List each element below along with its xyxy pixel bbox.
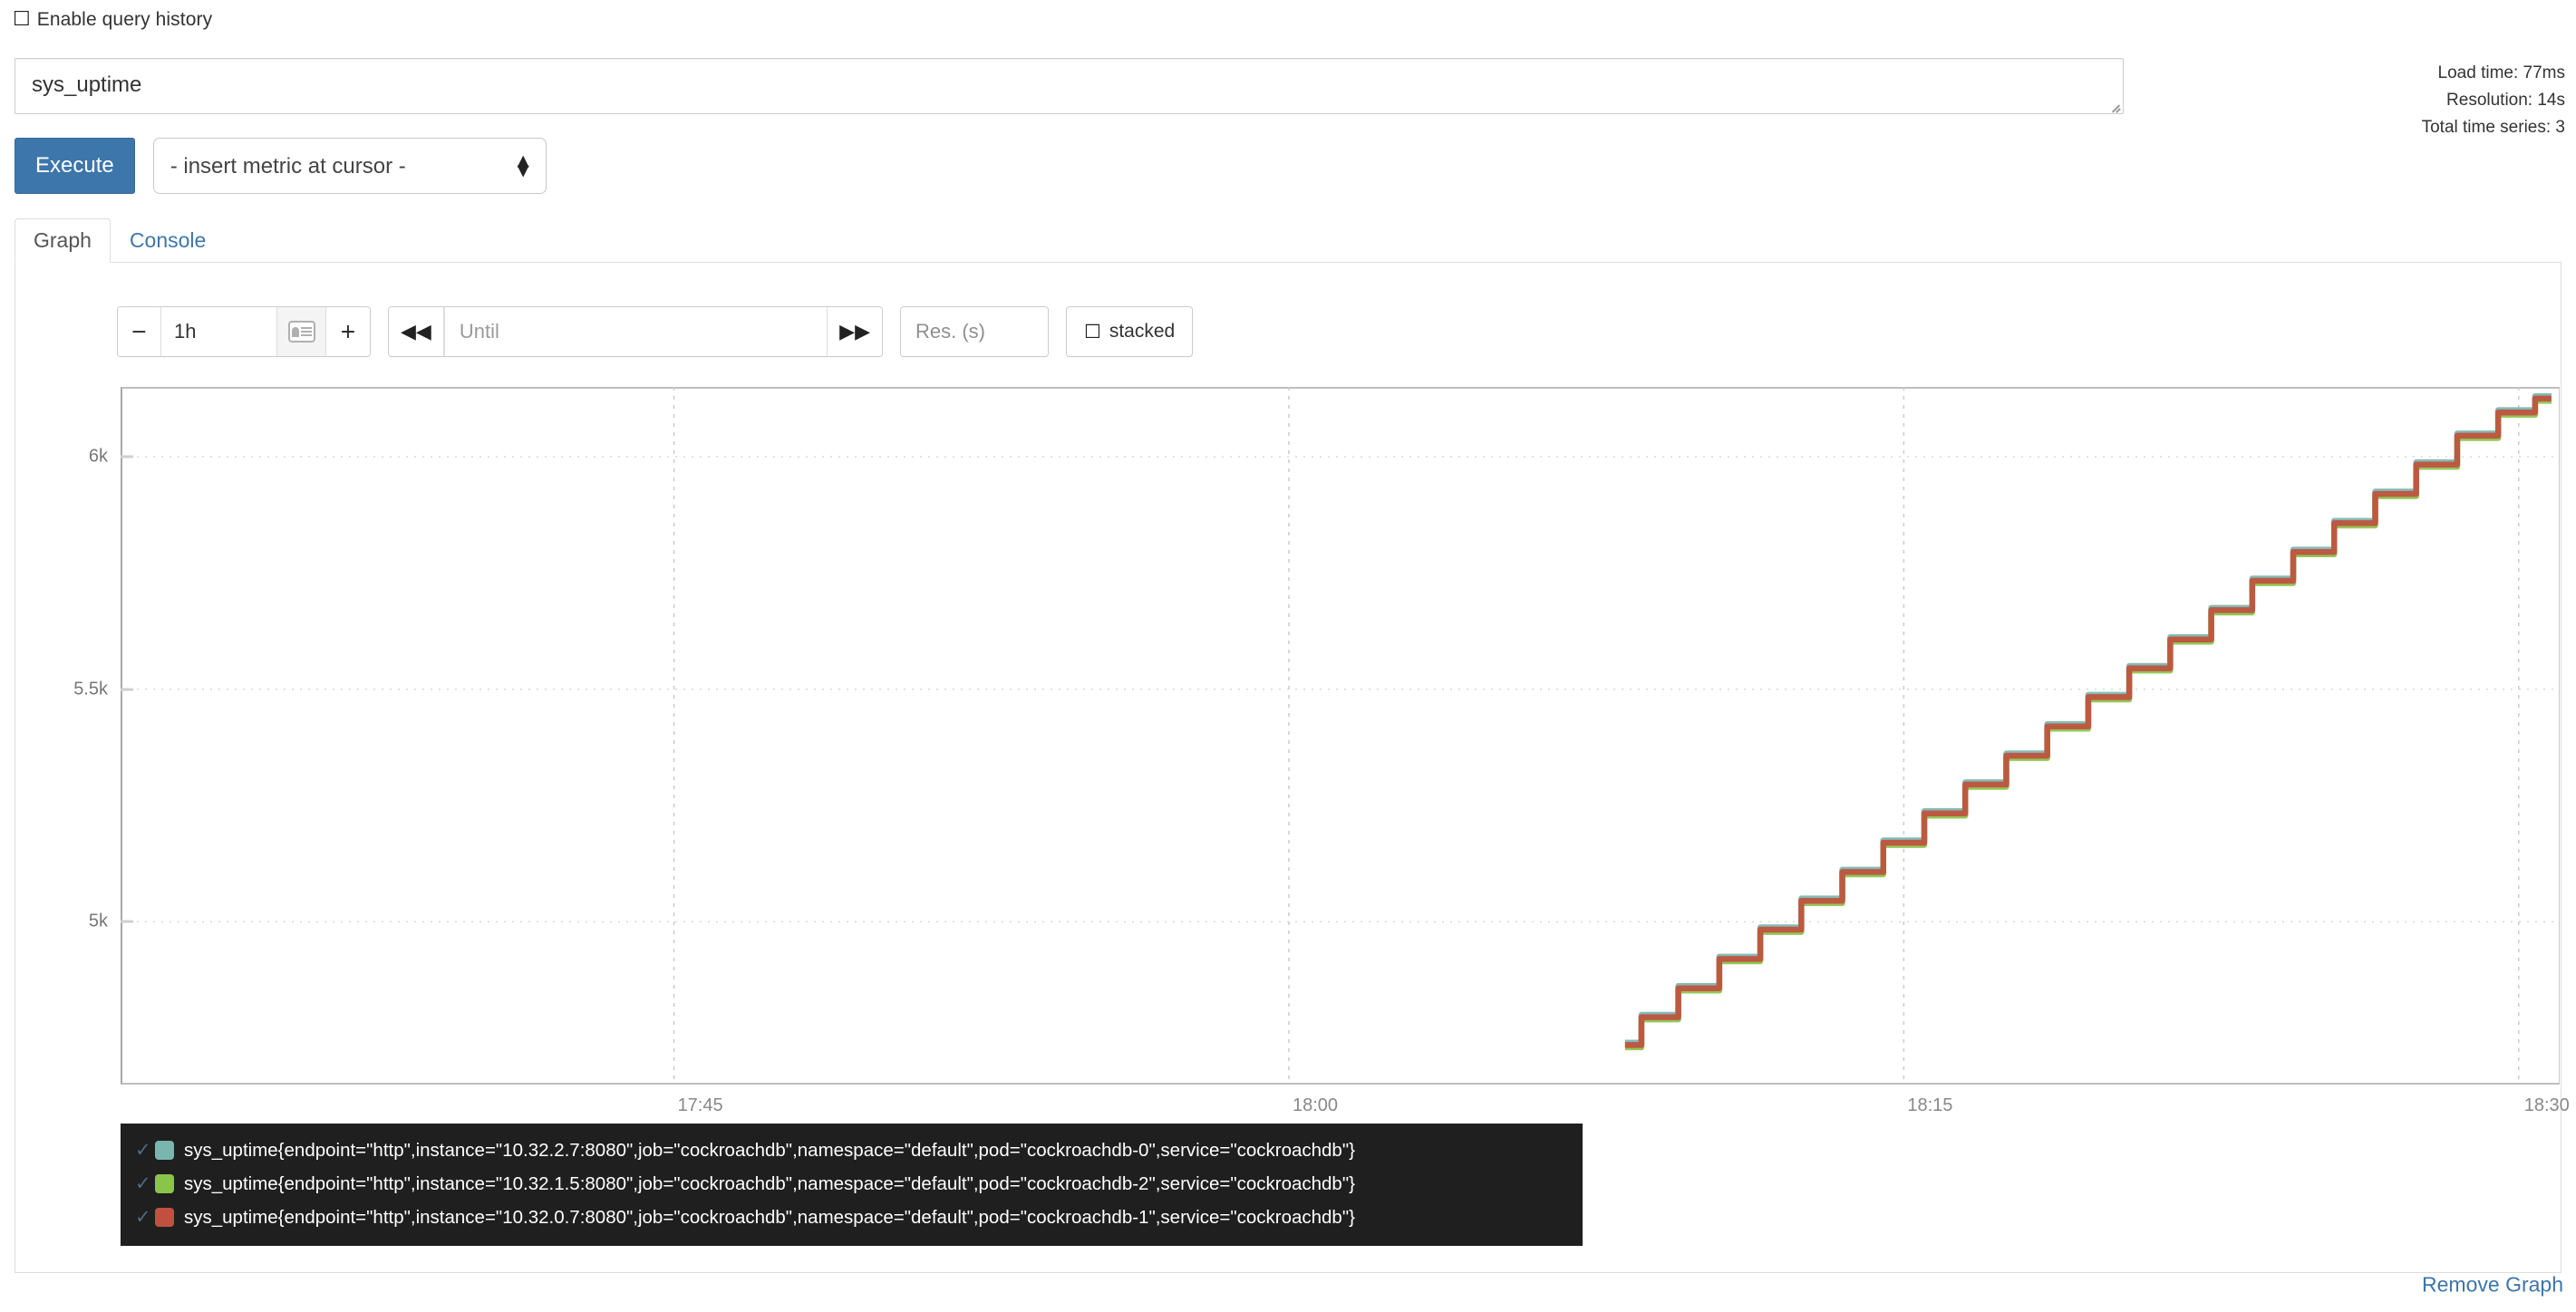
graph-plot-area[interactable]: 5k 5.5k 6k 17:45 18:00 18:15 18:30: [73, 387, 2570, 1115]
tab-console[interactable]: Console: [129, 228, 207, 252]
until-input[interactable]: [443, 307, 828, 356]
decrease-range-button[interactable]: −: [118, 307, 161, 356]
x-tick-label-1: 18:00: [1292, 1095, 1339, 1115]
legend-series-label: sys_uptime{endpoint="http",instance="10.…: [184, 1139, 1355, 1161]
stacked-toggle[interactable]: ☐ stacked: [1066, 306, 1194, 357]
step-forward-icon[interactable]: ▶▶: [828, 307, 882, 356]
graph-legend: ✓ sys_uptime{endpoint="http",instance="10…: [121, 1124, 1583, 1246]
step-backward-icon[interactable]: ◀◀: [389, 307, 444, 356]
y-tick-label-1: 5.5k: [73, 679, 108, 699]
graph-controls-toolbar: − + ◀◀ ▶▶ ☐ stacked: [117, 306, 1194, 357]
checkbox-unchecked-icon[interactable]: ☐: [1084, 321, 1101, 342]
legend-color-swatch: [155, 1174, 174, 1193]
x-tick-label-3: 18:30: [2523, 1095, 2570, 1115]
remove-graph-link[interactable]: Remove Graph: [2422, 1272, 2563, 1297]
expression-input-wrapper: [15, 58, 2124, 114]
execute-button[interactable]: Execute: [15, 138, 135, 194]
y-tick-label-0: 5k: [88, 911, 108, 931]
enable-query-history-label: Enable query history: [36, 9, 213, 30]
legend-item[interactable]: ✓ sys_uptime{endpoint="http",instance="10…: [135, 1201, 1568, 1234]
query-stats: Load time: 77ms Resolution: 14s Total ti…: [2422, 60, 2565, 141]
legend-item[interactable]: ✓ sys_uptime{endpoint="http",instance="10…: [135, 1167, 1568, 1201]
legend-series-label: sys_uptime{endpoint="http",instance="10.…: [184, 1172, 1355, 1194]
checkbox-unchecked-icon[interactable]: ☐: [13, 8, 31, 31]
y-tick-mark-0: [121, 920, 133, 923]
range-input[interactable]: [161, 307, 277, 356]
insert-metric-select[interactable]: - insert metric at cursor -: [152, 138, 547, 194]
y-tick-label-2: 6k: [88, 446, 108, 467]
until-control-group: ◀◀ ▶▶: [388, 306, 883, 357]
legend-color-swatch: [155, 1208, 174, 1227]
graph-panel: [15, 263, 2561, 1273]
resolution-control-group: [900, 306, 1049, 357]
plot-frame: [121, 387, 2560, 1085]
vcard-list-icon[interactable]: [277, 307, 326, 356]
stacked-label: stacked: [1109, 321, 1176, 342]
legend-visibility-check-icon[interactable]: ✓: [135, 1139, 151, 1161]
increase-range-button[interactable]: +: [326, 307, 370, 356]
range-control-group: − +: [117, 306, 371, 357]
legend-visibility-check-icon[interactable]: ✓: [135, 1172, 151, 1194]
legend-visibility-check-icon[interactable]: ✓: [135, 1206, 151, 1228]
tab-graph[interactable]: Graph: [15, 218, 111, 263]
x-tick-label-0: 17:45: [677, 1095, 723, 1115]
legend-color-swatch: [155, 1141, 174, 1160]
plot-canvas: [121, 387, 2560, 1085]
load-time: Load time: 77ms: [2437, 63, 2565, 82]
resolution-input[interactable]: [901, 307, 1048, 356]
expression-input[interactable]: [15, 58, 2124, 114]
resolution: Resolution: 14s: [2446, 91, 2565, 110]
legend-series-label: sys_uptime{endpoint="http",instance="10.…: [184, 1206, 1355, 1228]
panel-tabs: Graph Console: [15, 218, 2561, 263]
x-tick-label-2: 18:15: [1907, 1095, 1953, 1115]
y-tick-mark-2: [121, 455, 133, 458]
enable-query-history-toggle[interactable]: ☐ Enable query history: [13, 8, 212, 32]
total-time-series: Total time series: 3: [2421, 118, 2565, 137]
y-tick-mark-1: [121, 688, 133, 691]
execute-row: Execute - insert metric at cursor - ▲ ▼: [15, 138, 547, 194]
legend-item[interactable]: ✓ sys_uptime{endpoint="http",instance="10…: [135, 1134, 1568, 1167]
metric-select-wrapper: - insert metric at cursor - ▲ ▼: [152, 138, 547, 194]
